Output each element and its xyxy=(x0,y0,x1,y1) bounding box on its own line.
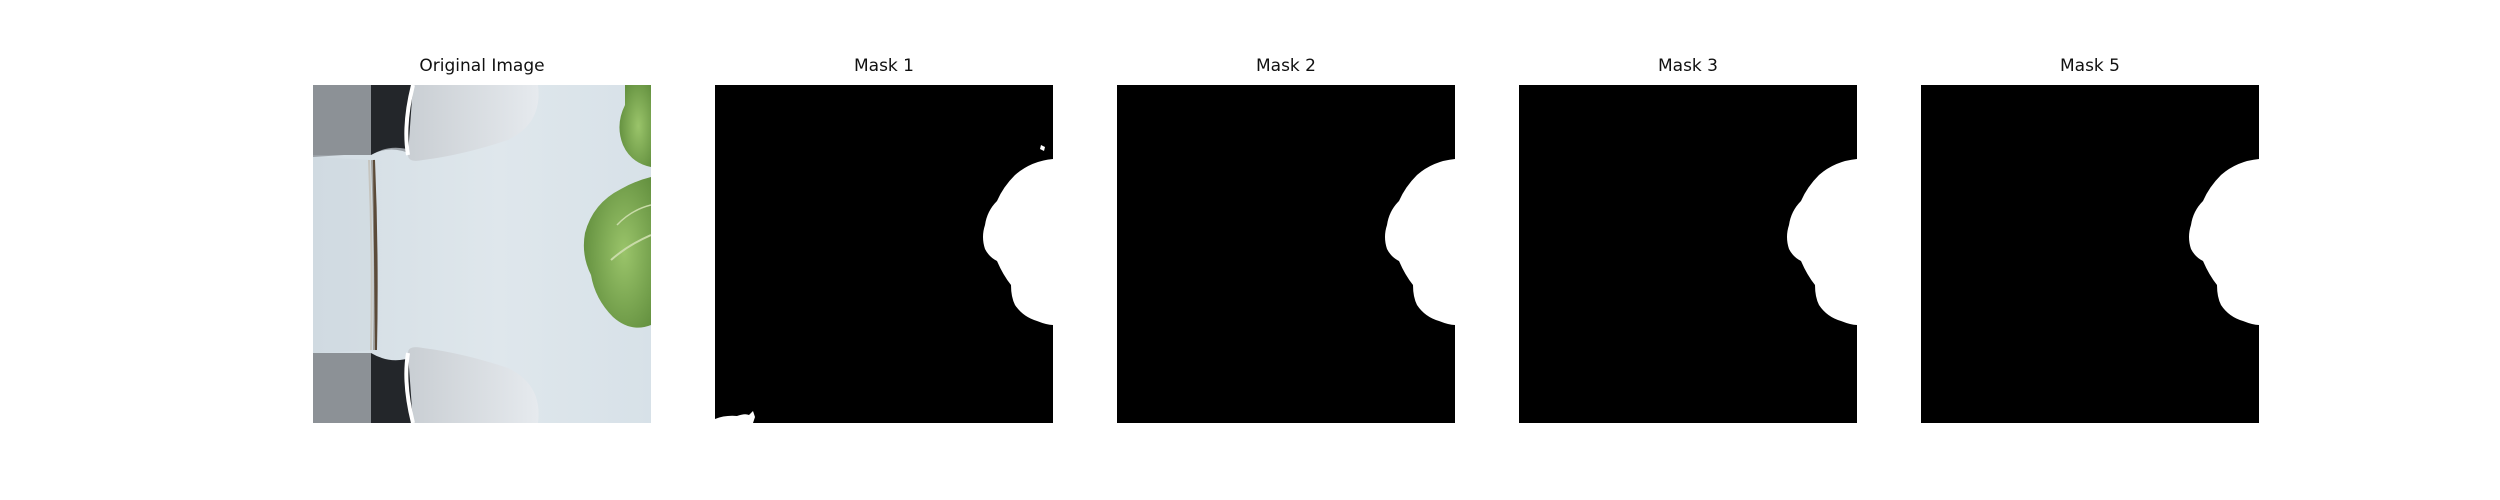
panel-title-original-image: Original Image xyxy=(419,56,545,76)
panel-title-mask-3: Mask 3 xyxy=(1657,56,1718,76)
mask-3-panel: Mask 3 xyxy=(1519,54,1857,434)
mask-2-image xyxy=(1117,85,1455,423)
mask-3-image xyxy=(1519,85,1857,423)
original-image xyxy=(313,85,651,423)
mask-1-image xyxy=(715,85,1053,423)
mask-5-image xyxy=(1921,85,2259,423)
original-image-panel: Original Image xyxy=(313,54,651,434)
panel-title-mask-1: Mask 1 xyxy=(853,56,914,76)
panel-title-mask-2: Mask 2 xyxy=(1255,56,1316,76)
mask-1-panel: Mask 1 xyxy=(715,54,1053,434)
panel-title-mask-5: Mask 5 xyxy=(2059,56,2120,76)
mask-5-panel: Mask 5 xyxy=(1921,54,2259,434)
mask-2-panel: Mask 2 xyxy=(1117,54,1455,434)
